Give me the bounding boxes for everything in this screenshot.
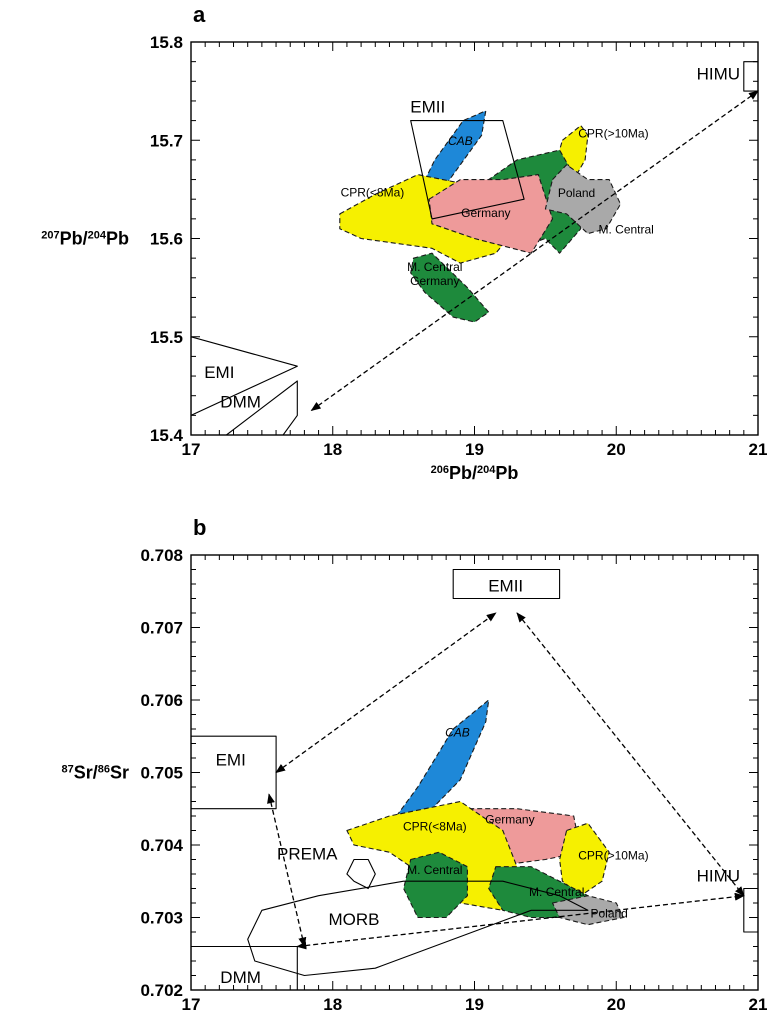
x-tick-label: 17: [182, 440, 201, 459]
x-tick-label: 18: [323, 440, 342, 459]
end-member-label-dmm: DMM: [220, 968, 261, 987]
field-label-m-central: M. Central: [407, 863, 462, 877]
x-tick-label: 19: [465, 995, 484, 1014]
end-member-emi-outline: [191, 336, 298, 416]
x-axis-title-sup2: 204: [477, 464, 496, 476]
x-axis-title-sup: 206: [431, 464, 449, 476]
plot-area: [191, 61, 758, 435]
end-member-label-emi: EMI: [204, 363, 234, 382]
y-axis-title-base2: Pb: [106, 229, 129, 249]
y-tick-label: 0.706: [140, 691, 183, 710]
mixing-arrow: [310, 90, 759, 412]
field-m-central: [403, 851, 468, 919]
end-member-label-emi: EMI: [216, 750, 246, 769]
end-member-prema-outline: [346, 858, 376, 890]
y-axis-title-base2: Sr: [110, 763, 129, 783]
end-member-dmm-outline: [225, 380, 298, 435]
y-tick-label: 0.704: [140, 836, 183, 855]
y-tick-label: 15.5: [150, 328, 183, 347]
end-member-label-prema: PREMA: [277, 845, 338, 864]
x-tick-label: 21: [749, 440, 768, 459]
field-label-cpr-10ma: CPR(>10Ma): [578, 126, 648, 140]
y-tick-label: 0.708: [140, 546, 183, 565]
field-label-poland: Poland: [590, 907, 627, 921]
y-axis-title-sup2: 86: [98, 764, 110, 776]
field-label-poland: Poland: [558, 186, 595, 200]
x-tick-label: 21: [749, 995, 768, 1014]
x-tick-label: 17: [182, 995, 201, 1014]
end-member-label-morb: MORB: [329, 910, 380, 929]
field-label-m-central: M. Central: [598, 223, 653, 237]
x-tick-label: 18: [323, 995, 342, 1014]
end-member-himu-outline: [743, 61, 758, 92]
x-axis-title-base1: Pb/: [449, 463, 477, 483]
y-axis-title-base1: Pb/: [60, 229, 88, 249]
y-tick-label: 0.702: [140, 981, 183, 1000]
field-label-m-central-germany: M. Central: [407, 260, 462, 274]
end-member-label-emii: EMII: [488, 576, 523, 595]
end-member-emi-outline: [191, 735, 277, 810]
x-axis-title: 206Pb/204Pb: [431, 463, 519, 483]
y-axis-title-sup: 87: [61, 764, 73, 776]
field-label-cab: CAB: [448, 134, 473, 148]
panel-letter: a: [193, 2, 206, 27]
field-label-germany: Germany: [485, 812, 534, 826]
mixing-arrow: [267, 793, 307, 948]
y-tick-label: 15.4: [150, 426, 184, 445]
y-axis-title-base1: Sr/: [74, 763, 98, 783]
panel-letter: b: [193, 515, 206, 540]
field-label-cpr-8ma: CPR(<8Ma): [403, 820, 467, 834]
y-tick-label: 15.8: [150, 33, 183, 52]
y-axis-title-sup2: 204: [88, 230, 107, 242]
field-label-m-central: M. Central: [529, 885, 584, 899]
y-axis-title: 207Pb/204Pb: [41, 229, 129, 249]
x-tick-label: 20: [607, 440, 626, 459]
x-tick-label: 19: [465, 440, 484, 459]
field-label-cpr-8ma: CPR(<8Ma): [341, 185, 405, 199]
field-label-m-central-germany: Germany: [410, 274, 459, 288]
y-tick-label: 0.707: [140, 619, 183, 638]
x-tick-label: 20: [607, 995, 626, 1014]
mixing-arrow: [275, 612, 497, 774]
y-axis-title: 87Sr/86Sr: [61, 763, 129, 783]
end-member-label-emii: EMII: [410, 98, 445, 117]
field-label-germany: Germany: [461, 206, 510, 220]
y-tick-label: 0.705: [140, 764, 183, 783]
mixing-arrow: [296, 892, 745, 950]
panel-b: b CAB Germany CPR(<8Ma) CPR(>10Ma) M. Central…: [61, 515, 768, 1014]
end-member-emii-outline: [452, 568, 561, 600]
y-tick-label: 15.6: [150, 230, 183, 249]
mixing-arrow: [516, 612, 745, 897]
end-member-label-himu: HIMU: [697, 64, 740, 83]
x-axis-title-base2: Pb: [495, 463, 518, 483]
end-member-himu-outline: [743, 887, 758, 933]
end-member-label-dmm: DMM: [220, 392, 261, 411]
y-tick-label: 15.7: [150, 131, 183, 150]
end-member-label-himu: HIMU: [697, 866, 740, 885]
y-axis-title-sup: 207: [41, 230, 59, 242]
y-tick-label: 0.703: [140, 909, 183, 928]
field-label-cpr-10ma: CPR(>10Ma): [578, 849, 648, 863]
field-label-cab: CAB: [445, 725, 470, 739]
